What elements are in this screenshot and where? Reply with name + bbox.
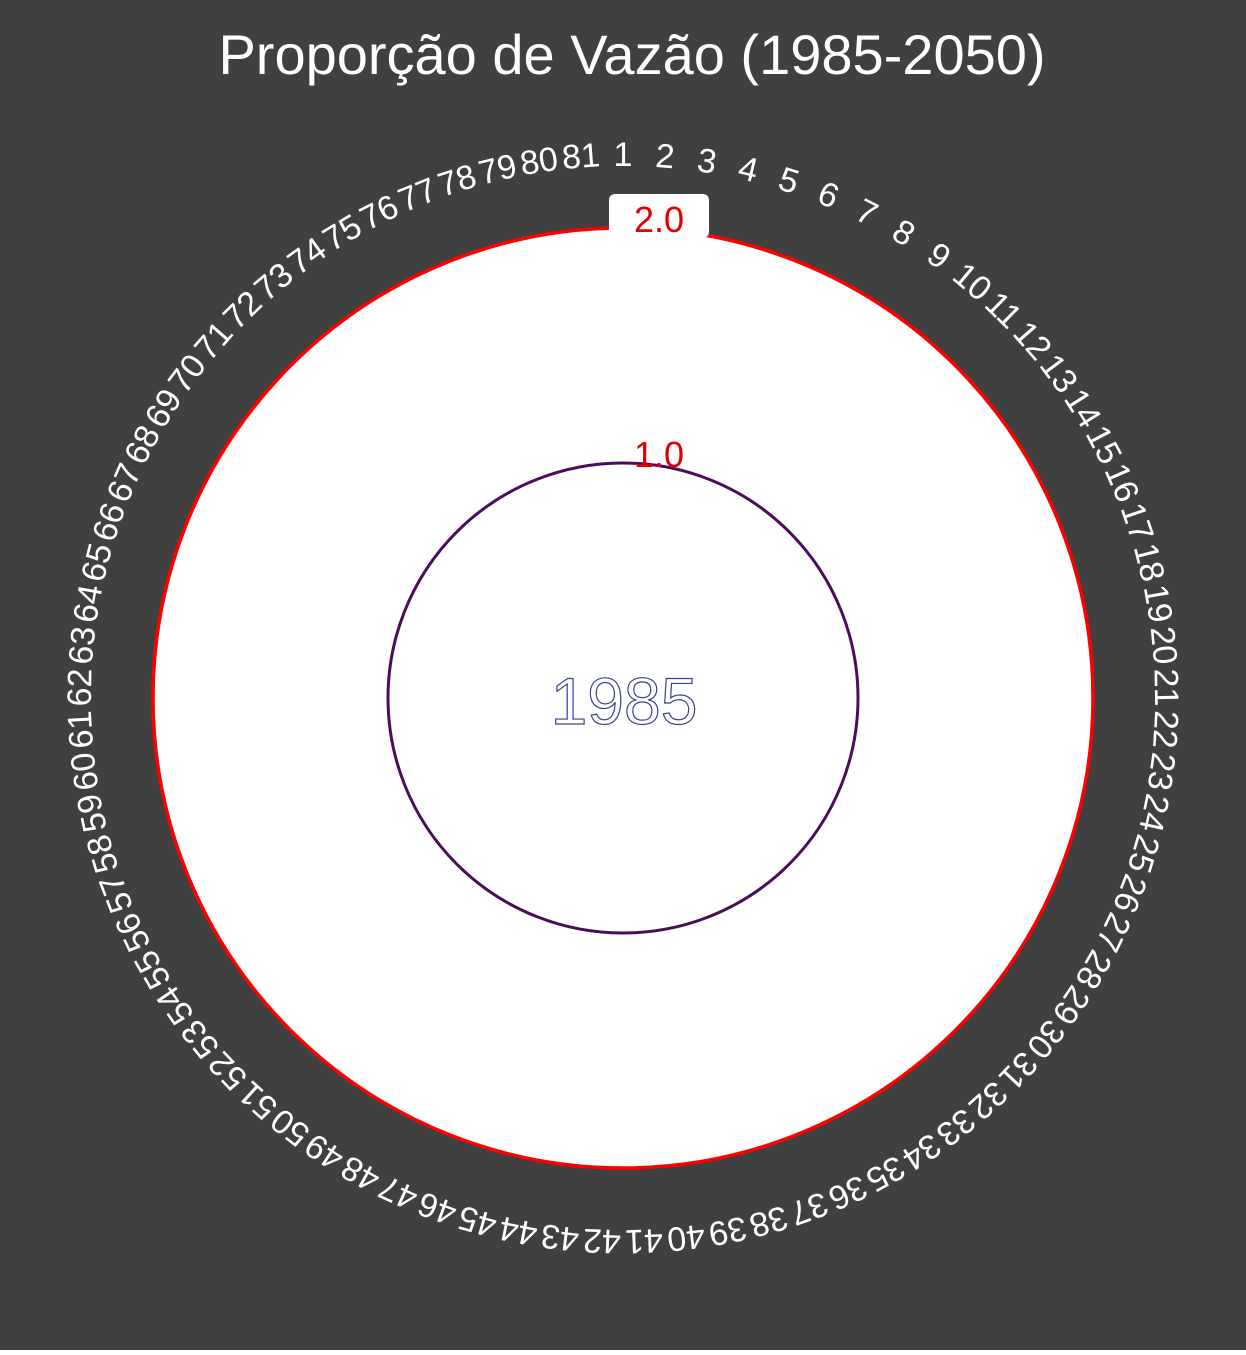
panel-disc (153, 228, 1093, 1168)
angle-label: 41 (624, 1221, 663, 1260)
angle-label: 59 (70, 790, 115, 835)
series-line-1985 (386, 461, 860, 935)
angle-label: 20 (1143, 625, 1184, 666)
chart-title: Proporção de Vazão (1985-2050) (218, 23, 1045, 86)
angle-label: 39 (705, 1209, 749, 1254)
angle-label: 60 (64, 750, 107, 793)
angle-label: 43 (539, 1216, 581, 1258)
angle-label: 65 (74, 539, 120, 585)
angle-label: 64 (66, 582, 110, 626)
radial-tick-label: 2.0 (634, 199, 684, 240)
angle-label: 19 (1136, 582, 1180, 626)
angle-label: 44 (496, 1209, 540, 1254)
radial-ticks: 1.0 2.0 (609, 194, 709, 475)
angle-labels: 1 2 3 4 5 6 7 891011121314151617181920212223242… (61, 136, 1186, 1260)
angle-label: 2 (654, 137, 676, 176)
angle-label: 81 (561, 136, 602, 177)
angle-label: 1 (614, 136, 633, 174)
center-year-label: 1985 (551, 664, 698, 738)
angle-label: 22 (1145, 710, 1185, 750)
radial-tick-label: 1.0 (634, 434, 684, 475)
angle-label: 24 (1131, 790, 1176, 835)
angle-label: 63 (62, 625, 103, 666)
angle-label: 80 (517, 140, 560, 183)
angle-label: 23 (1140, 750, 1183, 793)
angle-label: 62 (61, 668, 100, 707)
angle-label: 79 (475, 147, 521, 193)
angle-label: 21 (1147, 668, 1186, 707)
angle-label: 18 (1126, 539, 1172, 585)
angle-label: 42 (582, 1221, 621, 1260)
angle-label: 40 (665, 1216, 707, 1258)
tick-label-background (609, 194, 709, 238)
series-layer (386, 461, 860, 935)
angle-label: 61 (61, 710, 101, 750)
